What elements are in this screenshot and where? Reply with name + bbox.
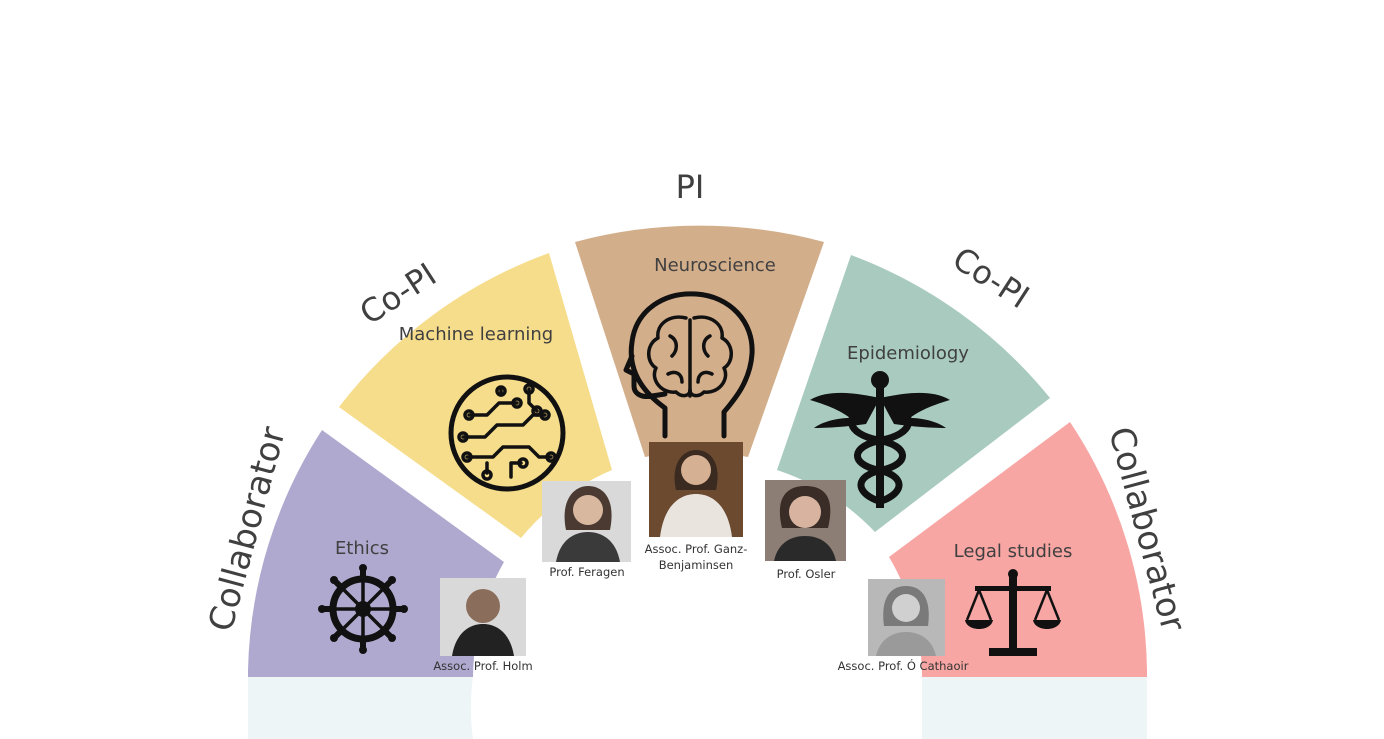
scales-icon <box>965 569 1061 656</box>
photo-ganz-benjaminsen <box>649 442 743 537</box>
dharma-wheel-icon <box>318 564 408 654</box>
sector-neuroscience <box>575 225 824 457</box>
field-label-neuroscience: Neuroscience <box>654 255 776 276</box>
caption-osler: Prof. Osler <box>777 567 836 581</box>
brain-head-icon <box>623 291 755 439</box>
base-band <box>248 677 1147 739</box>
sector-legal-studies <box>889 422 1147 677</box>
sector-machine-learning <box>339 253 612 538</box>
caption-ganz-benjaminsen-line1: Assoc. Prof. Ganz- <box>645 542 748 556</box>
photo-feragen <box>542 481 631 562</box>
field-label-epidemiology: Epidemiology <box>847 343 969 364</box>
photo-holm <box>440 578 526 656</box>
circuit-chip-icon <box>448 374 566 492</box>
caption-feragen: Prof. Feragen <box>549 565 624 579</box>
field-label-legal-studies: Legal studies <box>954 541 1073 562</box>
field-label-machine-learning: Machine learning <box>399 324 554 345</box>
caption-ganz-benjaminsen-line2: Benjaminsen <box>659 558 734 572</box>
photo-osler <box>765 480 846 561</box>
role-label-pi: PI <box>676 168 705 206</box>
field-label-ethics: Ethics <box>335 538 389 559</box>
role-label-co-pi-right: Co-PI <box>946 239 1036 316</box>
photo-o-cathaoir <box>868 579 945 656</box>
caduceus-icon <box>810 371 950 508</box>
caption-o-cathaoir: Assoc. Prof. Ó Cathaoir <box>838 658 969 673</box>
caption-holm: Assoc. Prof. Holm <box>433 659 532 673</box>
